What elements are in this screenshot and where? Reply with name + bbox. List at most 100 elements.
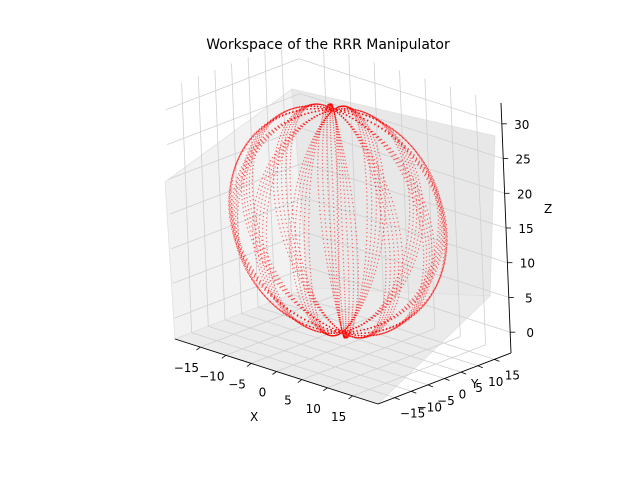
data-point bbox=[325, 226, 327, 228]
data-point bbox=[333, 332, 335, 334]
data-point bbox=[258, 238, 261, 240]
data-point bbox=[318, 201, 320, 203]
data-point bbox=[265, 229, 267, 231]
data-point bbox=[401, 308, 403, 311]
data-point bbox=[332, 120, 334, 122]
data-point bbox=[389, 326, 391, 328]
data-point bbox=[277, 300, 279, 302]
data-point bbox=[330, 156, 333, 159]
data-point bbox=[400, 274, 402, 276]
data-point bbox=[337, 298, 339, 300]
data-point bbox=[333, 132, 335, 134]
data-point bbox=[382, 172, 384, 175]
data-point bbox=[431, 258, 433, 260]
data-point bbox=[338, 319, 340, 321]
data-point bbox=[324, 111, 326, 113]
data-point bbox=[248, 158, 250, 161]
data-point bbox=[232, 204, 234, 207]
data-point bbox=[257, 250, 260, 252]
data-point bbox=[374, 233, 376, 235]
data-point bbox=[444, 244, 447, 246]
data-point bbox=[252, 223, 254, 225]
data-point bbox=[267, 289, 270, 291]
data-point bbox=[322, 113, 325, 116]
data-point bbox=[240, 176, 242, 178]
data-point bbox=[395, 158, 398, 160]
data-point bbox=[251, 149, 253, 151]
data-point bbox=[403, 319, 406, 321]
data-point bbox=[291, 121, 293, 124]
data-point bbox=[429, 175, 431, 177]
data-point bbox=[333, 270, 335, 272]
data-point bbox=[326, 131, 328, 133]
data-point bbox=[286, 308, 288, 311]
data-point bbox=[298, 278, 301, 280]
data-point bbox=[251, 212, 253, 214]
data-point bbox=[335, 153, 337, 156]
data-point bbox=[269, 301, 271, 303]
data-point bbox=[279, 301, 282, 303]
data-point bbox=[404, 271, 406, 274]
data-point bbox=[330, 140, 332, 142]
data-point bbox=[228, 203, 230, 205]
data-point bbox=[334, 247, 336, 249]
data-point bbox=[321, 163, 324, 165]
data-point bbox=[413, 241, 415, 244]
data-point bbox=[442, 264, 444, 266]
data-point bbox=[331, 171, 333, 173]
data-point bbox=[404, 169, 407, 171]
data-point bbox=[370, 232, 372, 235]
data-point bbox=[258, 184, 261, 187]
data-point bbox=[413, 238, 416, 240]
data-point bbox=[335, 267, 337, 269]
data-point bbox=[429, 180, 431, 182]
data-point bbox=[284, 214, 286, 216]
data-point bbox=[231, 187, 233, 189]
data-point bbox=[398, 149, 400, 152]
data-point bbox=[335, 294, 337, 297]
data-point bbox=[287, 243, 289, 245]
data-point bbox=[440, 242, 442, 244]
data-point bbox=[239, 257, 242, 259]
data-point bbox=[406, 164, 408, 166]
data-point bbox=[396, 323, 398, 326]
data-point bbox=[277, 278, 280, 280]
data-point bbox=[334, 137, 336, 140]
data-point bbox=[393, 291, 396, 293]
data-point bbox=[428, 284, 430, 286]
data-point bbox=[444, 236, 447, 238]
data-point bbox=[266, 209, 269, 211]
data-point bbox=[378, 234, 380, 236]
data-point bbox=[420, 282, 423, 285]
data-point bbox=[273, 284, 276, 286]
data-point bbox=[335, 329, 337, 331]
data-point bbox=[304, 288, 306, 290]
data-point bbox=[236, 231, 238, 233]
data-point bbox=[421, 193, 423, 196]
data-point bbox=[351, 333, 353, 336]
data-point bbox=[332, 118, 334, 120]
data-point bbox=[365, 320, 367, 322]
data-point bbox=[352, 328, 354, 330]
data-point bbox=[306, 291, 308, 294]
data-point bbox=[441, 239, 444, 242]
data-point bbox=[439, 198, 442, 200]
data-point bbox=[286, 197, 288, 199]
data-point bbox=[417, 307, 420, 309]
data-point bbox=[257, 137, 259, 139]
data-point bbox=[276, 178, 279, 180]
data-point bbox=[260, 145, 263, 147]
data-point bbox=[412, 179, 415, 181]
data-point bbox=[290, 138, 292, 140]
data-point bbox=[269, 285, 271, 287]
data-point bbox=[425, 260, 428, 262]
data-point bbox=[280, 144, 282, 147]
data-point bbox=[285, 222, 287, 224]
data-point bbox=[416, 181, 418, 183]
data-point bbox=[290, 197, 292, 199]
data-point bbox=[268, 287, 270, 289]
data-point bbox=[322, 177, 324, 180]
data-point bbox=[420, 157, 422, 159]
data-point bbox=[287, 142, 289, 145]
data-point bbox=[343, 109, 346, 112]
